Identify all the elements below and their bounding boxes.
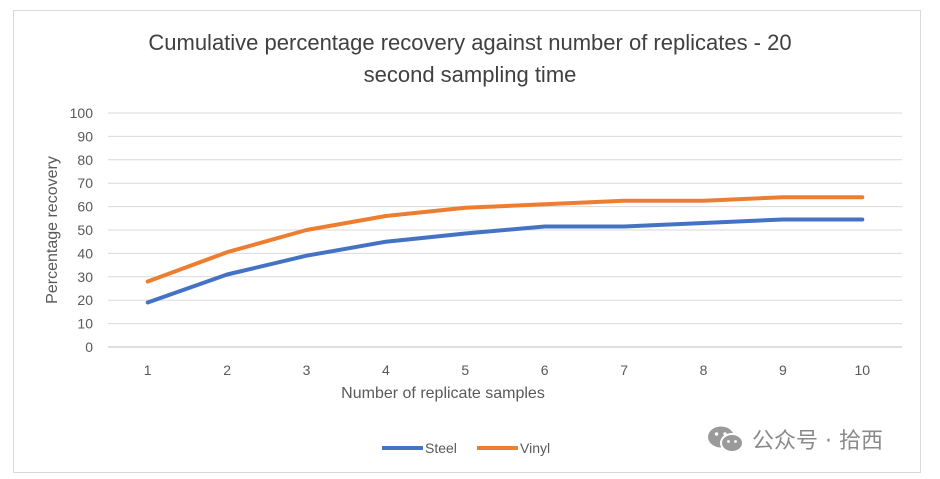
legend-label-vinyl: Vinyl [520,440,550,456]
series-line-steel [145,217,865,305]
y-tick-label: 80 [77,152,93,168]
chart-title-line-2: second sampling time [363,62,577,87]
x-tick-label: 6 [541,362,549,378]
watermark-text: 公众号 · 拾西 [752,429,883,454]
chart-title-line-1: Cumulative percentage recovery against n… [148,30,792,55]
wechat-icon [708,426,744,453]
x-tick-label: 5 [461,362,469,378]
x-tick-label: 2 [223,362,231,378]
y-tick-label: 40 [77,245,93,261]
x-axis-label: Number of replicate samples [341,385,545,402]
y-axis-label: Percentage recovery [44,156,61,304]
watermark: 公众号 · 拾西 [706,424,883,454]
y-tick-label: 0 [85,339,93,355]
x-tick-label: 3 [303,362,311,378]
chart-title: Cumulative percentage recovery against n… [0,27,940,91]
series-line-vinyl [145,195,865,284]
x-tick-label: 4 [382,362,390,378]
x-tick-label: 10 [855,362,871,378]
x-tick-label: 8 [700,362,708,378]
chart-frame [13,10,921,473]
x-tick-label: 1 [144,362,152,378]
y-tick-label: 60 [77,199,93,215]
y-tick-label: 70 [77,175,93,191]
y-tick-label: 20 [77,292,93,308]
y-tick-label: 30 [77,269,93,285]
y-tick-label: 100 [70,105,94,121]
y-tick-label: 50 [77,222,93,238]
x-tick-label: 7 [620,362,628,378]
y-tick-label: 10 [77,316,93,332]
y-tick-label: 90 [77,128,93,144]
legend-label-steel: Steel [425,440,457,456]
x-tick-label: 9 [779,362,787,378]
